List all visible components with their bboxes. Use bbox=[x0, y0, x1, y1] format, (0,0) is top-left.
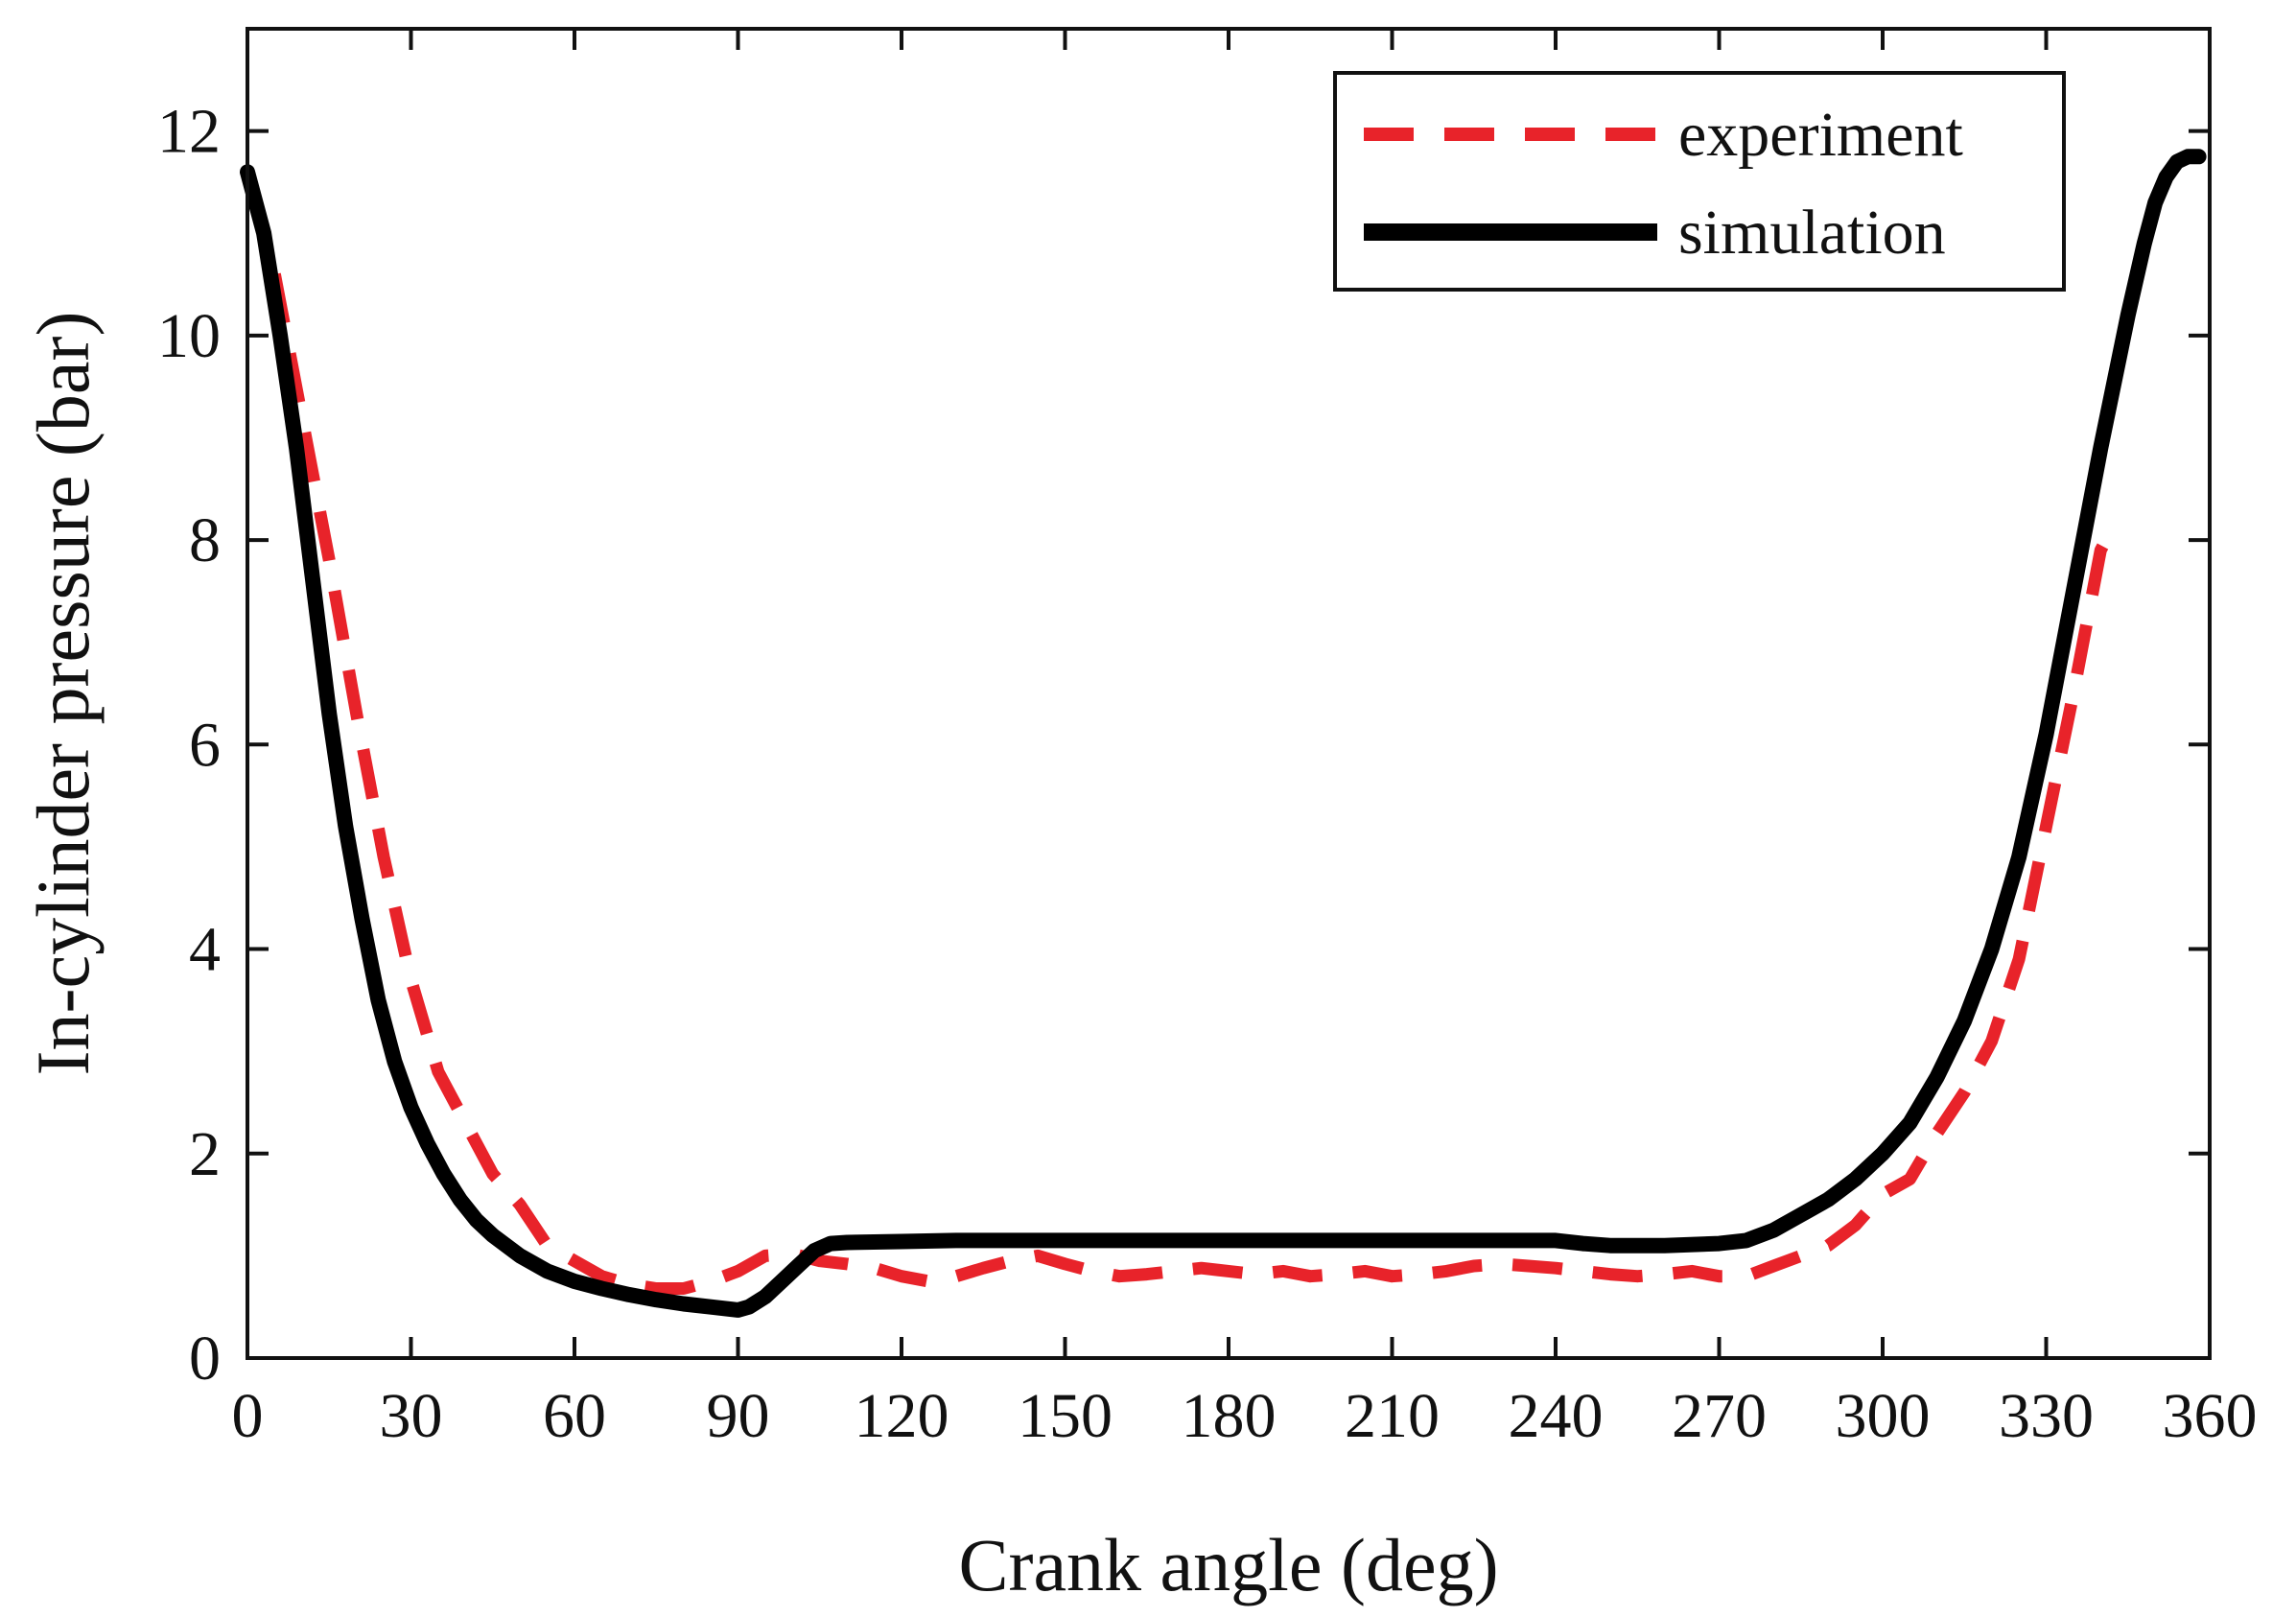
x-tick-label: 30 bbox=[380, 1381, 443, 1451]
x-tick-label: 360 bbox=[2163, 1381, 2258, 1451]
y-tick-label: 4 bbox=[189, 915, 221, 985]
x-tick-label: 210 bbox=[1345, 1381, 1440, 1451]
y-tick-label: 0 bbox=[189, 1324, 221, 1394]
x-tick-label: 150 bbox=[1018, 1381, 1113, 1451]
series-line-experiment bbox=[269, 272, 2123, 1295]
y-tick-label: 10 bbox=[157, 301, 221, 371]
series-line-simulation bbox=[240, 149, 2207, 1318]
legend: experiment simulation bbox=[1333, 71, 2066, 292]
x-tick-label: 180 bbox=[1182, 1381, 1277, 1451]
x-tick-label: 60 bbox=[543, 1381, 606, 1451]
x-tick-label: 90 bbox=[707, 1381, 770, 1451]
y-tick-label: 12 bbox=[157, 97, 221, 167]
legend-label-experiment: experiment bbox=[1678, 100, 1963, 170]
plot-marks bbox=[240, 149, 2207, 1318]
x-tick-label: 120 bbox=[855, 1381, 949, 1451]
legend-label-simulation: simulation bbox=[1678, 198, 1946, 268]
x-tick-label: 270 bbox=[1672, 1381, 1767, 1451]
y-axis-title: In-cylinder pressure (bar) bbox=[21, 312, 105, 1076]
x-tick-label: 0 bbox=[232, 1381, 264, 1451]
axis-ticks: 0 30 60 90 120 150 180 210 240 270 300 330 360 0 2 4 6 8 1… bbox=[157, 29, 2258, 1451]
y-tick-label: 8 bbox=[189, 505, 221, 575]
y-tick-label: 2 bbox=[189, 1119, 221, 1189]
x-tick-label: 240 bbox=[1509, 1381, 1604, 1451]
y-tick-label: 6 bbox=[189, 710, 221, 780]
x-tick-label: 330 bbox=[1999, 1381, 2094, 1451]
legend-box bbox=[1333, 71, 2066, 292]
x-axis-title: Crank angle (deg) bbox=[958, 1523, 1498, 1606]
x-tick-label: 300 bbox=[1836, 1381, 1931, 1451]
